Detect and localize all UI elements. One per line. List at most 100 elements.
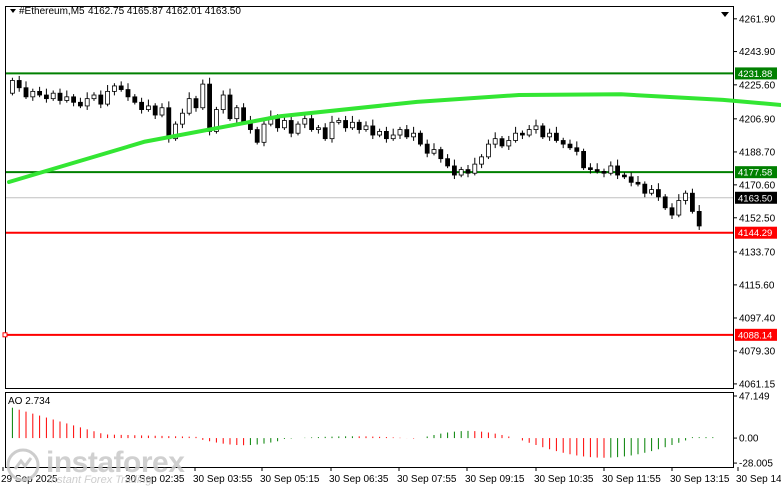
time-tick-label: 30 Sep 05:15	[260, 474, 320, 485]
level-tag-box	[735, 226, 777, 239]
candle-down	[118, 85, 124, 90]
price-tick-label: 4188.70	[739, 147, 776, 158]
candle-down	[370, 125, 376, 136]
candle-down	[241, 107, 247, 123]
candle-down	[581, 150, 586, 169]
candle-up	[479, 156, 485, 165]
price-tick-label: 4152.50	[739, 213, 776, 224]
ao-histogram	[11, 407, 714, 458]
level-tag-label: 4088.14	[738, 330, 772, 341]
candle-up	[186, 98, 192, 114]
instaforex-logo-icon	[6, 448, 40, 482]
price-tags: 4231.88 4177.58 4144.29 4088.14 4163.50	[735, 67, 777, 341]
candle-down	[588, 167, 593, 170]
candle-up	[349, 121, 355, 129]
candlestick-series	[9, 75, 702, 230]
candle-down	[383, 130, 389, 140]
candle-down	[152, 105, 158, 116]
candle-up	[431, 149, 437, 154]
ao-tick-label: 47.149	[739, 391, 770, 402]
candle-down	[57, 92, 63, 101]
candle-down	[132, 96, 138, 103]
candle-up	[159, 107, 165, 116]
candle-up	[608, 165, 614, 174]
candle-down	[207, 83, 213, 132]
price-tick-label: 4115.60	[739, 280, 775, 291]
candle-up	[513, 132, 518, 141]
candle-up	[234, 107, 240, 120]
candle-down	[139, 101, 145, 110]
chart-menu-arrow-icon[interactable]	[721, 12, 729, 17]
candle-up	[377, 130, 383, 136]
candle-down	[560, 140, 566, 145]
candle-up	[295, 123, 301, 134]
time-tick-label: 30 Sep 03:55	[193, 474, 253, 485]
candle-up	[390, 134, 396, 140]
ao-tick-label: 0.00	[739, 434, 759, 445]
price-tick-label: 4261.90	[739, 14, 776, 25]
candle-down	[125, 89, 131, 98]
candle-up	[683, 192, 688, 201]
candle-down	[44, 94, 49, 100]
candle-up	[91, 94, 97, 100]
main-pane-frame	[5, 6, 734, 389]
candle-down	[438, 149, 444, 160]
price-tick-label: 4206.90	[739, 114, 776, 125]
candle-down	[37, 90, 42, 96]
level-tag-label: 4231.88	[738, 69, 772, 80]
level-tag-box	[735, 328, 777, 341]
symbol-label: #Ethereum,M5	[19, 6, 85, 17]
ao-axis: 47.149 0.00 -28.005	[733, 391, 773, 470]
candle-up	[145, 105, 151, 110]
candle-up	[472, 163, 478, 174]
candle-down	[98, 94, 104, 105]
moving-average-line	[7, 92, 781, 184]
watermark-brand: instaforex	[46, 446, 185, 479]
candle-down	[445, 158, 451, 167]
candle-down	[227, 94, 233, 120]
candle-down	[343, 120, 349, 129]
candle-up	[9, 80, 15, 94]
candle-up	[84, 98, 90, 107]
candle-down	[417, 132, 423, 145]
price-tick-label: 4133.70	[739, 247, 776, 258]
candle-up	[315, 127, 321, 130]
candle-up	[397, 129, 403, 136]
level-tag-label: 4177.58	[738, 168, 772, 179]
candle-up	[281, 120, 287, 129]
candle-down	[404, 129, 410, 138]
candle-up	[485, 143, 491, 158]
price-tick-label: 4061.15	[739, 379, 776, 390]
candle-up	[458, 169, 464, 176]
candle-up	[492, 138, 498, 145]
time-tick-label: 30 Sep 09:15	[465, 474, 525, 485]
candle-down	[78, 101, 83, 107]
time-tick-label: 30 Sep 06:35	[329, 474, 389, 485]
candle-down	[656, 189, 661, 198]
candle-up	[649, 189, 654, 194]
candle-down	[540, 125, 546, 138]
price-tick-label: 4243.90	[739, 47, 776, 58]
candle-up	[533, 125, 539, 130]
candle-up	[64, 96, 70, 101]
candle-down	[601, 171, 607, 174]
level-marker	[2, 332, 8, 338]
time-tick-label: 30 Sep 10:35	[534, 474, 594, 485]
candle-up	[179, 112, 185, 125]
symbol-arrow-icon	[10, 9, 16, 13]
candle-up	[302, 118, 308, 125]
ao-tick-label: -28.005	[739, 459, 773, 470]
candle-down	[594, 169, 600, 172]
moving-average-series	[7, 92, 781, 184]
candle-down	[520, 132, 525, 136]
candle-up	[173, 123, 179, 140]
candle-up	[329, 121, 335, 140]
candle-up	[50, 92, 56, 100]
price-axis: 4261.90 4243.90 4225.60 4206.90 4188.70 4170.…	[733, 14, 776, 390]
time-tick-label: 30 Sep 14:35	[736, 474, 781, 485]
candle-down	[574, 147, 580, 152]
watermark: instaforex Instant Forex Trading	[6, 446, 186, 488]
price-tick-label: 4225.60	[739, 80, 776, 91]
candle-up	[526, 129, 532, 136]
